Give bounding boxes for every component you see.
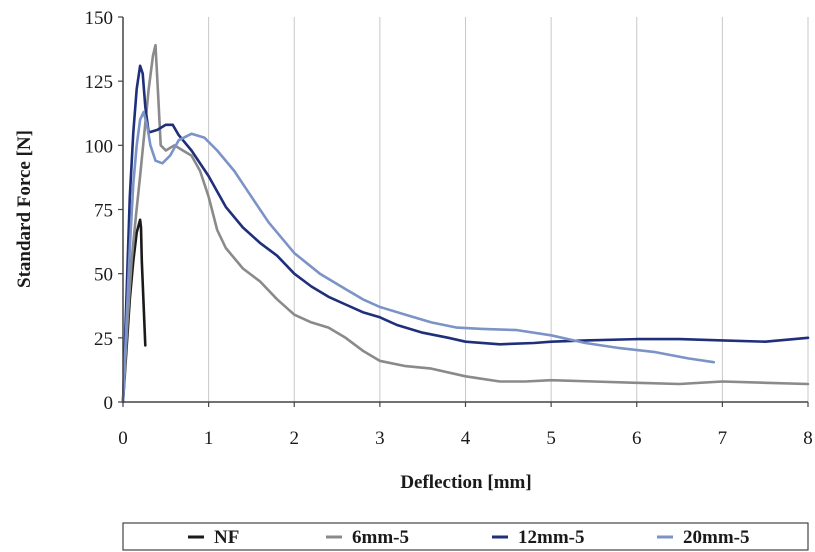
legend: NF 6mm-5 12mm-5 20mm-5: [122, 522, 809, 551]
series-line-12mm-5: [121, 64, 810, 404]
legend-label-0: NF: [214, 527, 239, 548]
x-tick-label-5: 5: [546, 428, 556, 449]
axes: [118, 16, 809, 407]
series-lines: [121, 43, 810, 404]
y-tick-label-3: 75: [94, 201, 113, 222]
x-tick-label-0: 0: [118, 428, 128, 449]
x-tick-label-8: 8: [803, 428, 813, 449]
y-tick-labels: 0 25 50 75 100 125 150: [85, 8, 114, 414]
legend-label-3: 20mm-5: [683, 527, 749, 548]
x-tick-label-1: 1: [204, 428, 214, 449]
legend-box: [122, 522, 809, 551]
x-tick-label-4: 4: [461, 428, 471, 449]
x-tick-label-2: 2: [290, 428, 300, 449]
x-tick-label-6: 6: [632, 428, 642, 449]
series-line-20mm-5: [121, 110, 716, 404]
y-tick-label-1: 25: [94, 329, 113, 350]
y-tick-label-4: 100: [85, 136, 114, 157]
y-tick-label-2: 50: [94, 265, 113, 286]
x-axis-label: Deflection [mm]: [400, 472, 531, 493]
x-tick-label-7: 7: [718, 428, 728, 449]
y-tick-label-0: 0: [104, 393, 114, 414]
legend-label-2: 12mm-5: [518, 527, 584, 548]
legend-label-1: 6mm-5: [352, 527, 409, 548]
series-line-6mm-5: [121, 43, 810, 404]
x-tick-label-3: 3: [375, 428, 385, 449]
y-axis-label: Standard Force [N]: [14, 130, 35, 288]
grid-lines: [208, 17, 809, 402]
x-tick-labels: 0 1 2 3 4 5 6 7 8: [118, 428, 813, 449]
y-tick-label-5: 125: [85, 72, 114, 93]
y-tick-label-6: 150: [85, 8, 114, 29]
